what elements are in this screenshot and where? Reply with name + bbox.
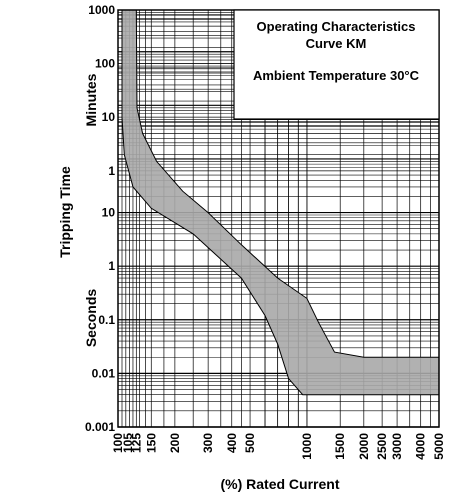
x-tick-label: 5000 [432,433,446,460]
x-tick-label: 500 [243,433,257,453]
title-box [233,9,440,120]
y-unit-seconds: Seconds [83,289,99,348]
x-tick-label: 1000 [300,433,314,460]
x-tick-label: 150 [144,433,158,453]
y-tick-label-seconds: 10 [102,206,116,220]
x-tick-label: 105 [121,433,135,453]
x-tick-label: 1500 [333,433,347,460]
y-unit-minutes: Minutes [83,73,99,126]
x-tick-label: 200 [168,433,182,453]
x-tick-label: 3000 [390,433,404,460]
y-tick-label-minutes: 100 [95,57,115,71]
x-tick-label: 2000 [357,433,371,460]
x-tick-label: 2500 [375,433,389,460]
chart-title-line1: Operating Characteristics [257,19,416,34]
y-tick-label-seconds: 0.1 [98,313,115,327]
y-tick-label-minutes: 10 [102,110,116,124]
x-axis-title: (%) Rated Current [220,476,339,492]
x-tick-label: 125 [129,433,143,453]
y-tick-label-seconds: 0.01 [92,366,116,380]
y-tick-labels: 1000 100 10 1 10 1 0.1 0.01 0.001 [85,3,115,434]
y-tick-label-seconds: 0.001 [85,420,115,434]
chart-subtitle: Ambient Temperature 30°C [253,68,420,83]
x-tick-label: 300 [201,433,215,453]
x-tick-label: 400 [225,433,239,453]
y-axis-title: Tripping Time [57,166,73,258]
y-tick-label-seconds: 1 [108,259,115,273]
y-tick-label-minutes: 1000 [88,3,115,17]
x-tick-label: 4000 [414,433,428,460]
x-tick-label: 100 [111,433,125,453]
y-tick-label-minutes: 1 [108,164,115,178]
chart-title-line2: Curve KM [306,36,367,51]
